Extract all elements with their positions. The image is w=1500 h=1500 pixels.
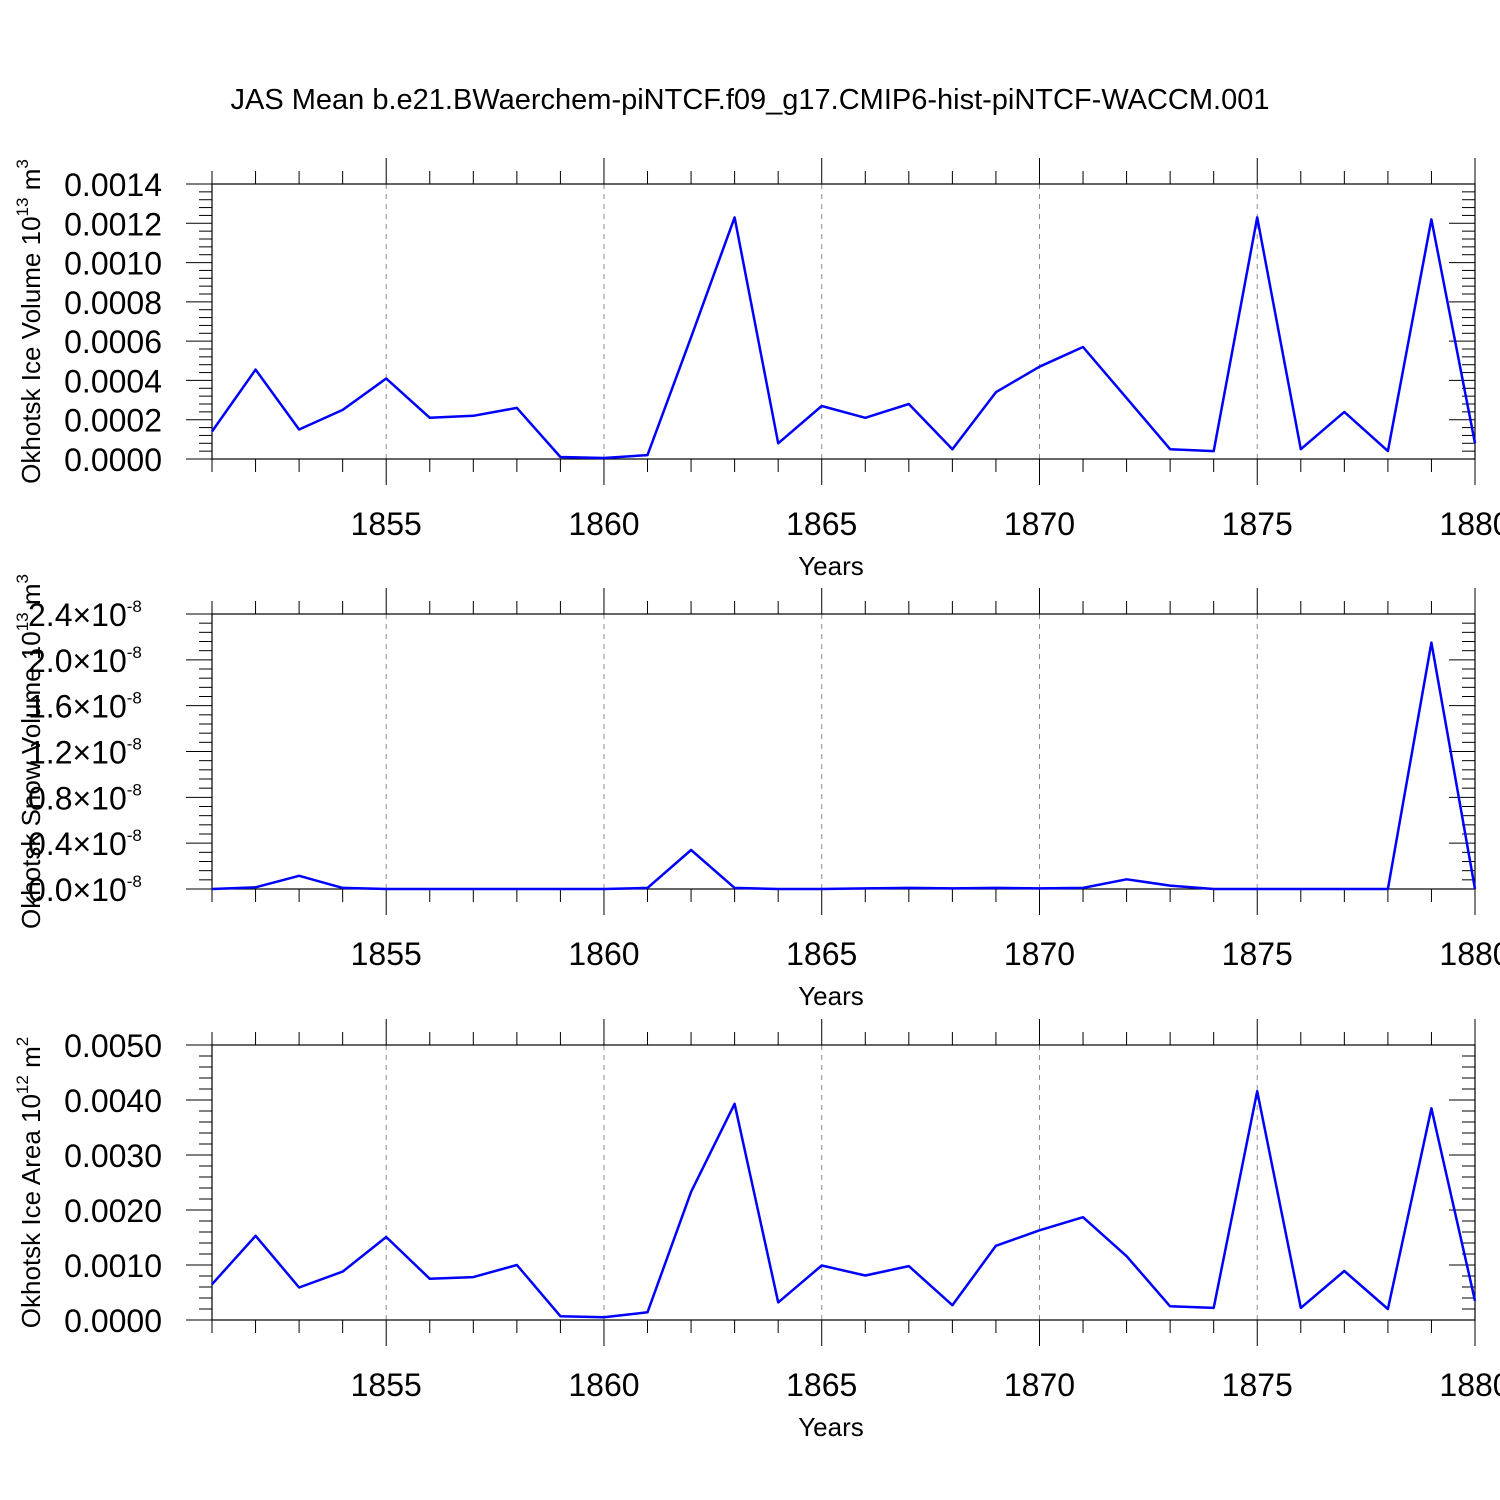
y-tick-label: 0.0002 xyxy=(64,403,162,439)
y-tick-label: 0.0030 xyxy=(64,1138,162,1174)
y-tick-label: 0.0014 xyxy=(64,167,162,203)
x-tick-label: 1855 xyxy=(351,1367,422,1403)
x-tick-label: 1875 xyxy=(1222,1367,1293,1403)
chart-title: JAS Mean b.e21.BWaerchem-piNTCF.f09_g17.… xyxy=(231,84,1270,116)
x-tick-label: 1860 xyxy=(568,506,639,542)
y-tick-label: 0.0000 xyxy=(64,442,162,478)
series-line xyxy=(210,216,1477,460)
series-line xyxy=(211,1089,1477,1319)
x-axis-label: Years xyxy=(798,1412,864,1442)
series-line xyxy=(211,641,1477,891)
plot-frame xyxy=(211,613,1476,890)
x-tick-label: 1865 xyxy=(786,1367,857,1403)
y-axis-label: Okhotsk Ice Area 1012 m2 xyxy=(13,1037,46,1328)
y-tick-label: 0.0040 xyxy=(64,1083,162,1119)
x-tick-label: 1860 xyxy=(568,936,639,972)
plot-frame xyxy=(211,1044,1476,1321)
y-tick-label: 0.0004 xyxy=(64,363,162,399)
y-tick-label: 0.8×10-8 xyxy=(28,780,142,816)
x-tick-label: 1855 xyxy=(351,936,422,972)
plot-frame xyxy=(211,183,1476,460)
x-tick-label: 1860 xyxy=(568,1367,639,1403)
x-tick-label: 1865 xyxy=(786,936,857,972)
y-tick-label: 0.0020 xyxy=(64,1193,162,1229)
y-tick-label: 0.0×10-8 xyxy=(28,872,142,908)
y-tick-label: 2.4×10-8 xyxy=(28,597,142,633)
y-tick-label: 0.0006 xyxy=(64,324,162,360)
x-tick-label: 1855 xyxy=(351,506,422,542)
y-tick-label: 1.6×10-8 xyxy=(28,689,142,725)
panel-2: 1855 1860 1865 1870 1875 1880 Years 0.0×10-8 0.4… xyxy=(13,574,1500,1011)
x-tick-label: 1870 xyxy=(1004,506,1075,542)
y-tick-label: 0.0010 xyxy=(64,246,162,282)
x-axis-label: Years xyxy=(798,551,864,581)
y-tick-label: 0.4×10-8 xyxy=(28,826,142,862)
panel-3: 1855 1860 1865 1870 1875 1880 Years 0.0000 0.001… xyxy=(13,1019,1500,1442)
x-tick-label: 1870 xyxy=(1004,936,1075,972)
x-tick-label: 1880 xyxy=(1439,936,1500,972)
panel-1: 185518601865187018751880Years0.00000.000… xyxy=(13,158,1500,581)
x-tick-label: 1880 xyxy=(1439,1367,1500,1403)
x-tick-label: 1875 xyxy=(1222,506,1293,542)
y-axis-label: Okhotsk Ice Volume 1013 m3 xyxy=(13,159,46,484)
y-tick-label: 0.0012 xyxy=(64,206,162,242)
y-tick-label: 0.0008 xyxy=(64,285,162,321)
x-tick-label: 1875 xyxy=(1222,936,1293,972)
y-axis-label: Okhotsk Snow Volume 1013 m3 xyxy=(13,574,46,929)
y-tick-label: 1.2×10-8 xyxy=(28,735,142,771)
y-tick-label: 2.0×10-8 xyxy=(28,643,142,679)
x-axis-label: Years xyxy=(798,981,864,1011)
x-tick-label: 1865 xyxy=(786,506,857,542)
x-tick-label: 1880 xyxy=(1439,506,1500,542)
y-tick-label: 0.0050 xyxy=(64,1028,162,1064)
y-tick-label: 0.0010 xyxy=(64,1248,162,1284)
x-tick-label: 1870 xyxy=(1004,1367,1075,1403)
y-tick-label: 0.0000 xyxy=(64,1303,162,1339)
